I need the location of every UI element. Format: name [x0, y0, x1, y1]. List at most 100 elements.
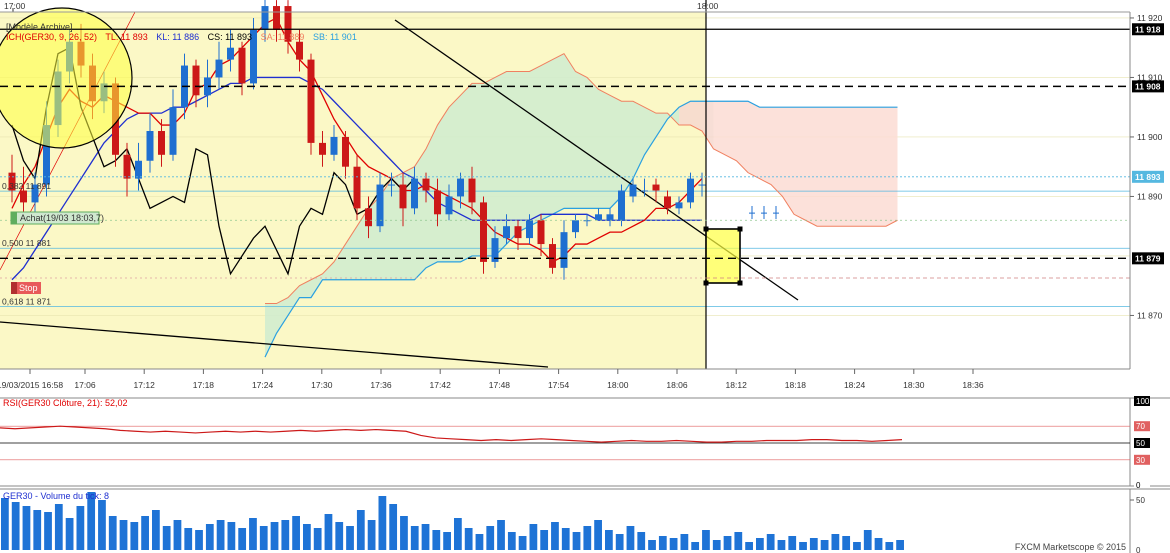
price-badge [1132, 252, 1164, 265]
volume-bar [788, 536, 797, 550]
volume-bar [626, 526, 635, 550]
rsi-tick-label: 70 [1136, 422, 1145, 431]
order-stop-label: Stop [19, 283, 38, 293]
candle-body [342, 136, 349, 167]
price-badge-label: 11 879 [1135, 253, 1161, 263]
volume-bar [259, 526, 268, 550]
top-time-label: 18:00 [697, 1, 719, 11]
candle-body [273, 6, 280, 30]
volume-bar [356, 510, 365, 550]
highlight-box-handle [737, 280, 743, 286]
volume-bar [540, 530, 549, 550]
chart-annotations [0, 0, 1130, 369]
time-axis: 19/03/2015 16:58 17:06 17:12 17:18 17:24 17:3… [0, 369, 984, 390]
volume-bar [281, 520, 290, 550]
volume-bar [22, 506, 31, 550]
volume-bar [820, 540, 829, 550]
highlight-circle [0, 7, 133, 149]
order-stop-marker [11, 282, 17, 294]
x-tick-label: 19/03/2015 16:58 [0, 380, 63, 390]
candle-body [123, 154, 131, 179]
price-badge-label: 11 908 [1135, 81, 1161, 91]
candle-body [135, 160, 142, 179]
x-tick-label: 18:12 [726, 380, 748, 390]
x-tick-label: 17:48 [489, 380, 511, 390]
volume-bar [863, 530, 872, 550]
volume-bar [324, 514, 333, 550]
volume-bar [702, 530, 710, 550]
volume-bar [658, 536, 667, 550]
candle-body [434, 190, 441, 215]
rsi-tick-label: 0 [1136, 481, 1141, 490]
volume-bar [766, 534, 775, 550]
candle-body [146, 131, 154, 161]
candle-body [583, 220, 591, 222]
volume-bar [389, 504, 398, 550]
volume-bar [874, 538, 883, 550]
legend-sa: SA: 11 889 [261, 32, 305, 42]
volume-bar [583, 526, 592, 550]
rsi-tick-badge [1134, 454, 1150, 465]
volume-bar [723, 536, 732, 550]
rsi-tick-label: 30 [1136, 456, 1145, 465]
x-tick-label: 17:06 [74, 380, 96, 390]
order-stop[interactable]: Stop [11, 282, 41, 294]
candle-body [618, 190, 625, 221]
fib-label: 0,618 11 871 [2, 297, 51, 307]
x-tick-label: 18:30 [903, 380, 925, 390]
volume-bar [443, 532, 451, 550]
y-tick-label: 11 910 [1137, 72, 1163, 82]
x-tick-label: 18:06 [666, 380, 688, 390]
volume-bar [141, 516, 149, 550]
x-tick-label: 17:24 [252, 380, 274, 390]
volume-bar [809, 538, 818, 550]
candle-body [353, 166, 361, 209]
cloud-segment [713, 101, 898, 227]
candle-body [158, 131, 165, 155]
candle-body [675, 202, 683, 209]
volume-bar [432, 530, 441, 550]
candle-body [399, 184, 407, 209]
volume-bar [249, 518, 257, 550]
rsi-panel-background [0, 398, 1130, 486]
volume-bar [162, 526, 171, 550]
order-achat-label: Achat(19/03 18:03,7) [20, 213, 104, 223]
volume-bar [777, 540, 786, 550]
candle-body [296, 41, 303, 60]
volume-bar [54, 504, 63, 550]
volume-bar [712, 540, 721, 550]
volume-bar [734, 532, 743, 550]
candle-body [560, 232, 568, 268]
candle-body [698, 184, 706, 186]
volume-bar [745, 542, 753, 550]
legend-sb: SB: 11 901 [313, 32, 357, 42]
volume-bar [44, 512, 52, 550]
rsi-tick-badge [1134, 480, 1150, 490]
volume-bar [130, 522, 139, 550]
candle-body [250, 29, 257, 84]
highlight-box-handle [703, 280, 709, 286]
volume-bar [464, 528, 473, 550]
volume-bar [346, 526, 354, 550]
candle-body [411, 178, 418, 209]
candle-body [514, 226, 522, 239]
y-tick-label: 11 900 [1137, 132, 1163, 142]
volume-bar [33, 510, 42, 550]
volume-bar [98, 500, 106, 550]
volume-tick-label: 50 [1136, 496, 1145, 505]
candle-body [687, 178, 694, 203]
order-achat[interactable]: Achat(19/03 18:03,7) [10, 211, 104, 225]
candle-body [480, 202, 487, 262]
rsi-indicator: 100 70 50 30 0 [0, 396, 1150, 490]
volume-bar [65, 518, 74, 550]
candle-body [365, 208, 372, 227]
volume-bar [238, 528, 247, 550]
candle-body [652, 184, 660, 191]
highlight-box-handle [737, 226, 743, 232]
legend-tl: TL: 11 893 [105, 32, 147, 42]
order-stop-badge[interactable] [11, 282, 41, 294]
volume-bar [507, 532, 516, 550]
volume-bar [885, 542, 894, 550]
candle-body [549, 244, 556, 268]
